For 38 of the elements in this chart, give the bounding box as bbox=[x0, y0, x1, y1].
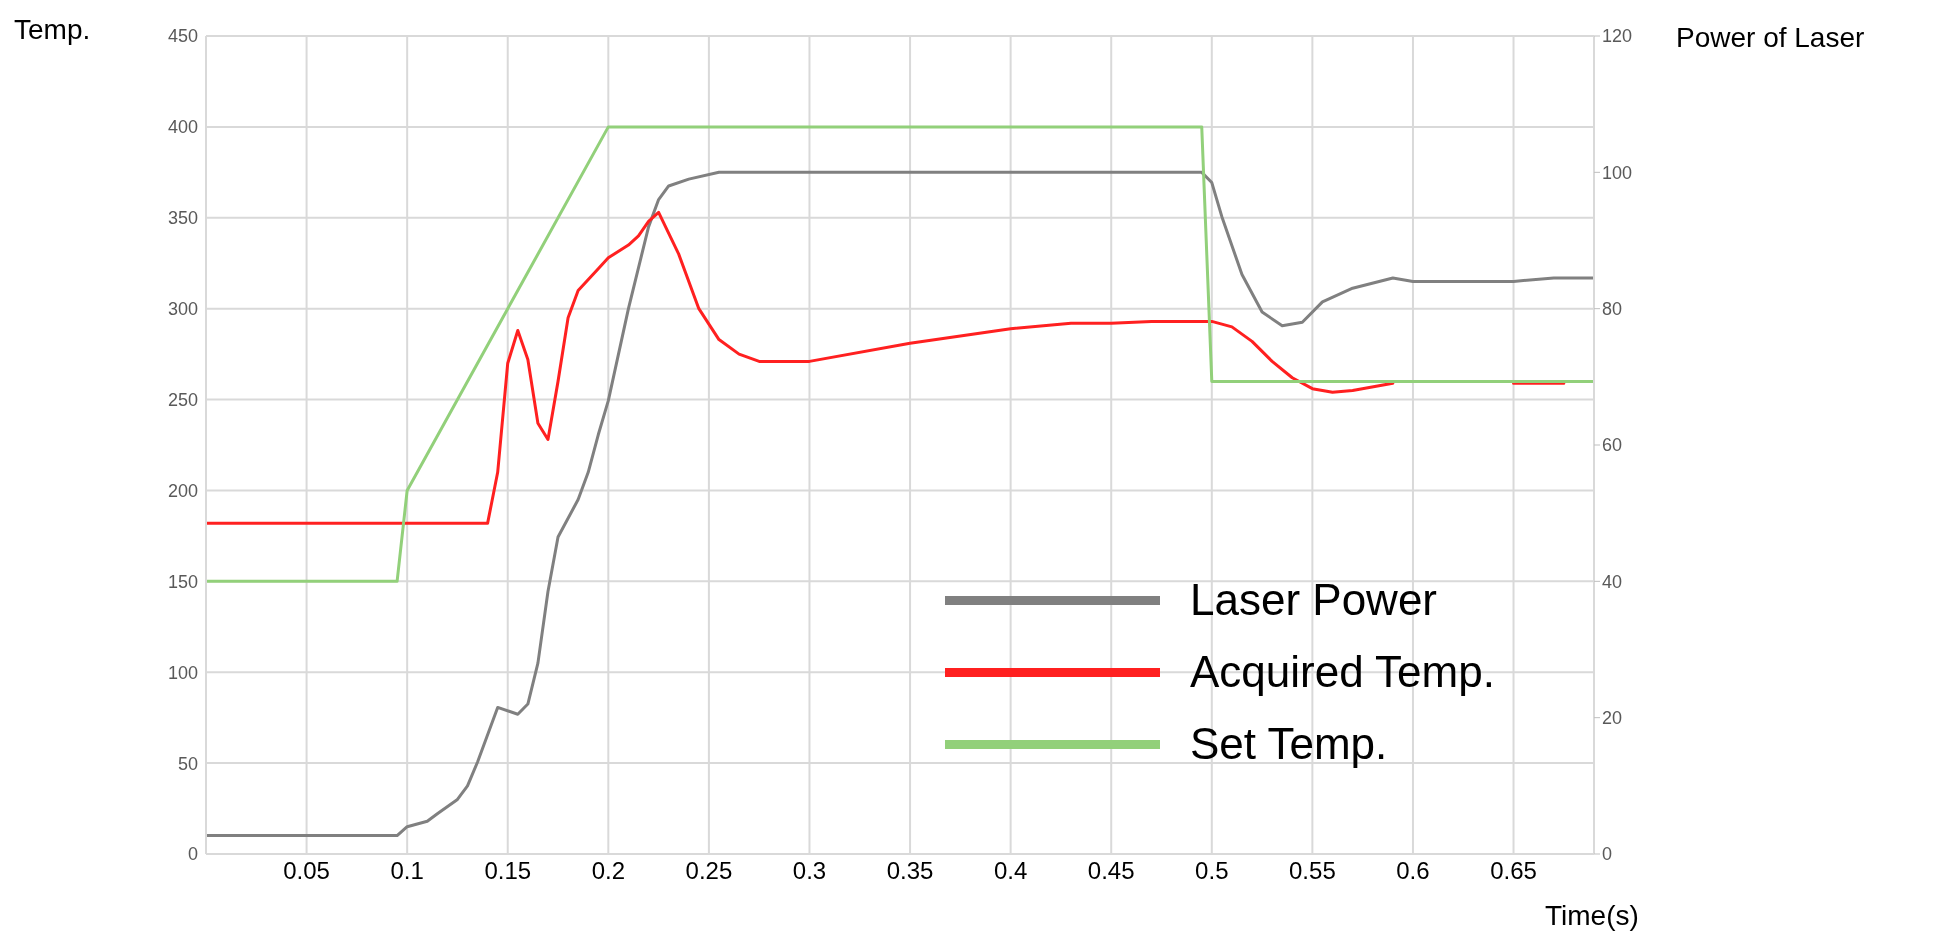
x-tick-label: 0.3 bbox=[792, 857, 827, 885]
x-tick-label: 0.25 bbox=[685, 857, 733, 885]
y2-tick-label: 60 bbox=[1602, 435, 1623, 456]
y-tick-label: 350 bbox=[167, 208, 198, 229]
line-series bbox=[206, 125, 1594, 583]
y-tick-label: 250 bbox=[167, 389, 198, 410]
y-axis-title: Temp. bbox=[14, 14, 91, 46]
x-tick-label: 0.55 bbox=[1289, 857, 1336, 885]
y2-tick-label: 100 bbox=[1602, 162, 1633, 183]
y-tick-label: 100 bbox=[167, 662, 198, 683]
x-tick-label: 0.2 bbox=[591, 857, 626, 885]
y2-tick-label: 40 bbox=[1602, 571, 1623, 592]
legend-label: Set Temp. bbox=[1190, 719, 1388, 769]
y-tick-label: 50 bbox=[177, 753, 198, 774]
x-tick-label: 0.15 bbox=[484, 857, 532, 885]
x-tick-label: 0.1 bbox=[390, 857, 424, 885]
legend-label: Laser Power bbox=[1190, 575, 1438, 625]
legend-label: Acquired Temp. bbox=[1190, 647, 1495, 697]
y2-tick-label: 80 bbox=[1602, 299, 1623, 320]
x-tick-label: 0.4 bbox=[993, 857, 1028, 885]
y-tick-label: 0 bbox=[187, 844, 198, 865]
y-tick-label: 200 bbox=[167, 480, 198, 501]
y-tick-label: 450 bbox=[167, 26, 198, 47]
x-tick-label: 0.6 bbox=[1396, 857, 1430, 885]
x-tick-label: 0.45 bbox=[1087, 857, 1135, 885]
x-tick-label: 0.65 bbox=[1490, 857, 1537, 885]
x-tick-label: 0.35 bbox=[886, 857, 934, 885]
y2-tick-label: 0 bbox=[1602, 844, 1613, 865]
x-tick-label: 0.5 bbox=[1195, 857, 1229, 885]
y-tick-label: 150 bbox=[167, 571, 198, 592]
x-tick-label: 0.05 bbox=[283, 857, 330, 885]
y2-tick-label: 20 bbox=[1602, 708, 1623, 729]
y2-tick-label: 120 bbox=[1602, 26, 1633, 47]
y-tick-label: 400 bbox=[167, 117, 198, 138]
line-series bbox=[206, 170, 1594, 838]
y-tick-label: 300 bbox=[167, 299, 198, 320]
x-axis-title: Time(s) bbox=[1545, 900, 1639, 932]
y2-axis-title: Power of Laser bbox=[1676, 22, 1865, 54]
